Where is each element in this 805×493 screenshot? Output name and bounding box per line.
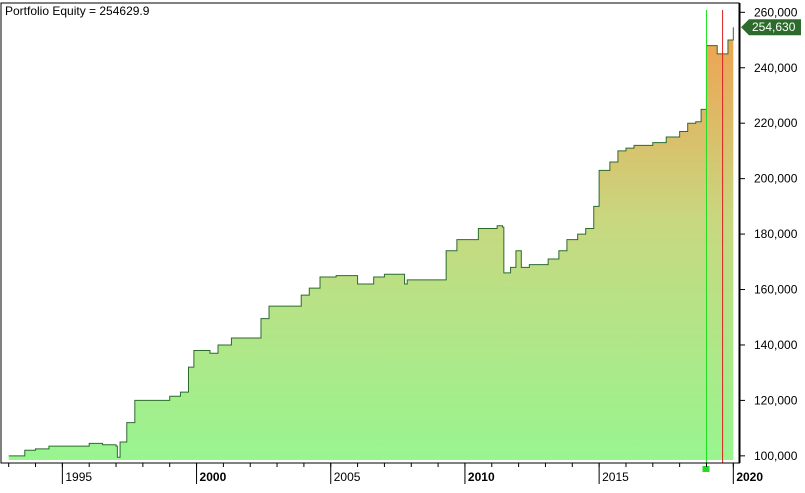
y-tick-label: 240,000 [754, 61, 798, 75]
last-value-tag: 254,630 [741, 19, 801, 36]
x-tick-label: 2005 [334, 470, 361, 484]
y-tick-label: 260,000 [754, 5, 798, 19]
y-tick-label: 140,000 [754, 338, 798, 352]
y-tick-label: 120,000 [754, 393, 798, 407]
x-tick-label: 2010 [468, 470, 495, 484]
last-value-tag-shape [741, 19, 801, 36]
last-value-label: 254,630 [752, 20, 796, 34]
y-tick-label: 200,000 [754, 172, 798, 186]
green-marker-flag [702, 466, 710, 472]
x-tick-label: 2015 [602, 470, 629, 484]
x-tick-label: 2020 [736, 470, 763, 484]
equity-area [8, 27, 734, 461]
y-tick-label: 220,000 [754, 116, 798, 130]
y-tick-label: 100,000 [754, 449, 798, 463]
y-tick-label: 180,000 [754, 227, 798, 241]
y-tick-label: 160,000 [754, 283, 798, 297]
y-axis: 100,000 120,000 140,000 160,000 180,000 200,0… [740, 5, 798, 463]
marker-layer [702, 10, 724, 472]
x-axis: 1995 2000 2005 2010 2015 2020 [8, 463, 763, 484]
x-tick-label: 1995 [65, 470, 92, 484]
chart-title: Portfolio Equity = 254629.9 [5, 4, 150, 18]
equity-line [8, 27, 734, 458]
area-layer [8, 27, 734, 461]
x-tick-label: 2000 [200, 470, 227, 484]
